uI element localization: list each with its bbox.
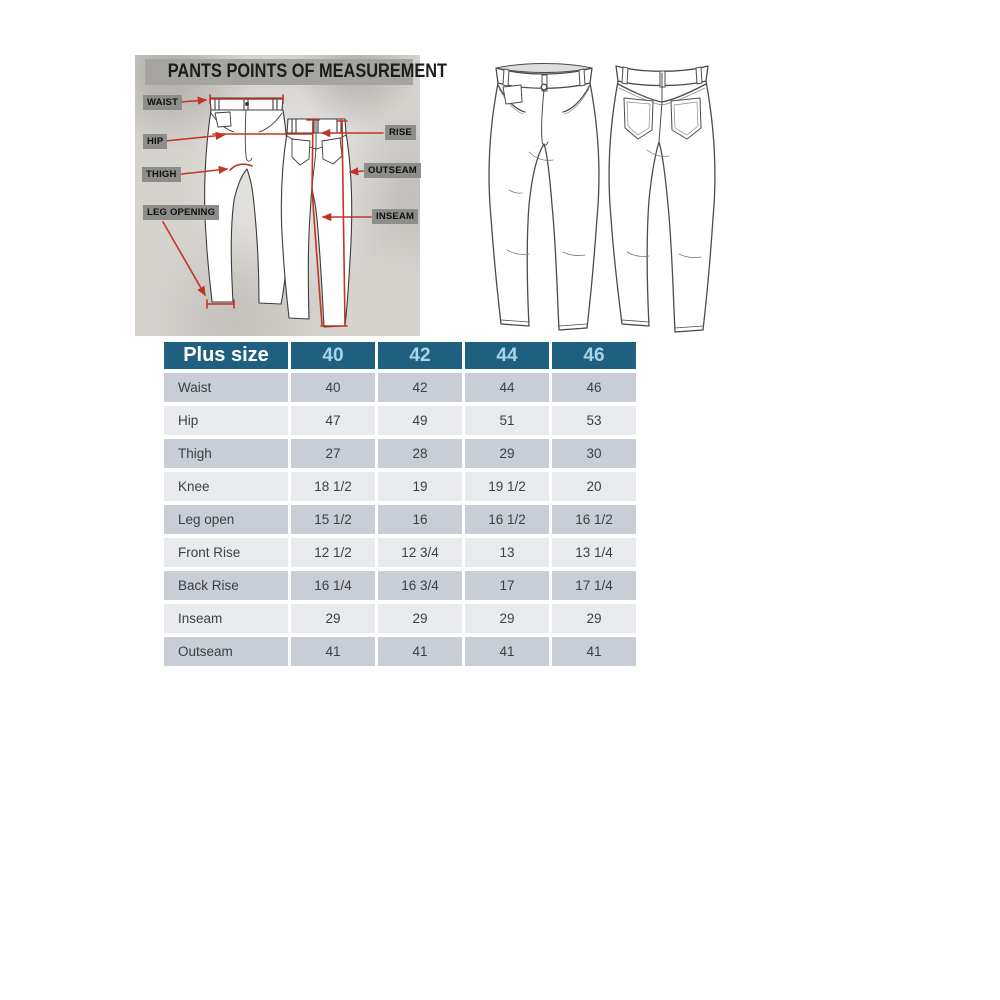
value-cell: 47 [291,406,375,435]
row-label-cell: Knee [164,472,288,501]
measure-label-thigh: THIGH [142,167,181,182]
measurement-annotations [162,94,384,327]
measure-label-rise: RISE [385,125,416,140]
row-label-cell: Waist [164,373,288,402]
row-label-cell: Leg open [164,505,288,534]
table-row: Knee 18 1/2 19 19 1/2 20 [164,472,636,501]
value-cell: 19 1/2 [465,472,549,501]
value-cell: 28 [378,439,462,468]
value-cell: 17 1/4 [552,571,636,600]
size-column-header: 40 [291,342,375,369]
size-column-header: 44 [465,342,549,369]
pants-measurement-line-art [162,94,384,328]
row-label-cell: Inseam [164,604,288,633]
value-cell: 16 1/4 [291,571,375,600]
table-row: Back Rise 16 1/4 16 3/4 17 17 1/4 [164,571,636,600]
value-cell: 15 1/2 [291,505,375,534]
size-column-header: 46 [552,342,636,369]
value-cell: 16 [378,505,462,534]
value-cell: 51 [465,406,549,435]
jeans-front-back-sketch [488,63,716,333]
value-cell: 29 [291,604,375,633]
value-cell: 53 [552,406,636,435]
value-cell: 27 [291,439,375,468]
table-row: Hip 47 49 51 53 [164,406,636,435]
value-cell: 42 [378,373,462,402]
row-label-cell: Outseam [164,637,288,666]
jeans-flat-sketch-panel [478,40,730,335]
table-row: Front Rise 12 1/2 12 3/4 13 13 1/4 [164,538,636,567]
value-cell: 41 [552,637,636,666]
table-row: Outseam 41 41 41 41 [164,637,636,666]
size-chart-table: Plus size 40 42 44 46 Waist 40 42 44 46 … [161,338,639,670]
value-cell: 30 [552,439,636,468]
table-row: Inseam 29 29 29 29 [164,604,636,633]
value-cell: 41 [291,637,375,666]
row-label-cell: Front Rise [164,538,288,567]
value-cell: 49 [378,406,462,435]
back-pants-sketch [280,118,353,328]
jeans-front-sketch [488,63,600,331]
diagram-title-banner: PANTS POINTS OF MEASUREMENT [145,59,447,85]
table-row: Leg open 15 1/2 16 16 1/2 16 1/2 [164,505,636,534]
size-chart-header-row: Plus size 40 42 44 46 [164,342,636,369]
value-cell: 40 [291,373,375,402]
value-cell: 17 [465,571,549,600]
value-cell: 16 1/2 [465,505,549,534]
table-row: Thigh 27 28 29 30 [164,439,636,468]
value-cell: 29 [552,604,636,633]
value-cell: 46 [552,373,636,402]
table-row: Waist 40 42 44 46 [164,373,636,402]
measure-label-hip: HIP [143,134,168,149]
value-cell: 12 3/4 [378,538,462,567]
value-cell: 13 [465,538,549,567]
value-cell: 29 [378,604,462,633]
measure-label-inseam: INSEAM [372,209,419,224]
size-column-header: 42 [378,342,462,369]
measurement-diagram-panel: PANTS POINTS OF MEASUREMENT WAIST HIP TH… [135,55,447,336]
value-cell: 41 [378,637,462,666]
value-cell: 29 [465,604,549,633]
diagram-title: PANTS POINTS OF MEASUREMENT [167,61,448,82]
value-cell: 16 1/2 [552,505,636,534]
row-label-cell: Hip [164,406,288,435]
value-cell: 13 1/4 [552,538,636,567]
value-cell: 16 3/4 [378,571,462,600]
jeans-back-sketch [608,65,716,333]
measure-label-waist: WAIST [143,95,183,110]
row-label-cell: Thigh [164,439,288,468]
size-chart-corner-cell: Plus size [164,342,288,369]
value-cell: 44 [465,373,549,402]
value-cell: 12 1/2 [291,538,375,567]
measure-label-leg-opening: LEG OPENING [143,205,220,220]
value-cell: 19 [378,472,462,501]
row-label-cell: Back Rise [164,571,288,600]
front-pants-sketch [204,97,290,305]
value-cell: 29 [465,439,549,468]
measure-label-outseam: OUTSEAM [364,163,421,178]
value-cell: 18 1/2 [291,472,375,501]
value-cell: 20 [552,472,636,501]
value-cell: 41 [465,637,549,666]
